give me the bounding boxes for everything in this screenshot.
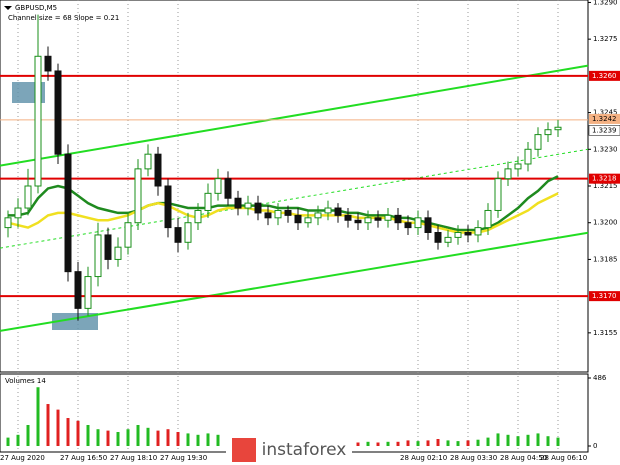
candle-body — [524, 148, 532, 165]
candle-body — [54, 70, 62, 155]
candle-body — [394, 214, 402, 224]
level-label: 1.3170 — [592, 292, 617, 300]
chart-subtitle: Channel size = 68 Slope = 0.21 — [8, 14, 119, 22]
volume-label: Volumes 14 — [5, 377, 46, 385]
candle-body — [84, 276, 92, 309]
candle-body — [74, 271, 82, 309]
candle-body — [364, 217, 372, 224]
y-tick-label: 1.3215 — [593, 182, 618, 190]
candle-body — [204, 192, 212, 211]
x-tick-label: 28 Aug 06:10 — [540, 454, 587, 462]
candle-body — [4, 217, 12, 229]
candle-body — [474, 227, 482, 236]
candle-body — [34, 55, 42, 187]
x-tick-label: 28 Aug 02:10 — [400, 454, 447, 462]
candle-body — [284, 209, 292, 216]
volume-tick-label: 486 — [593, 374, 607, 382]
level-label-bg — [589, 70, 620, 81]
candle-body — [174, 227, 182, 243]
candle-body — [314, 212, 322, 219]
candle-body — [464, 232, 472, 236]
candle-body — [294, 214, 302, 224]
candle-body — [14, 207, 22, 219]
channel-line — [0, 64, 589, 167]
watermark: instaforex — [262, 440, 347, 460]
candle-body — [544, 129, 552, 136]
candle-body — [154, 153, 162, 187]
x-tick-label: 27 Aug 19:30 — [160, 454, 207, 462]
y-tick-label: 1.3245 — [593, 109, 618, 117]
candle-body — [344, 214, 352, 221]
grid — [17, 0, 559, 452]
candle-body — [514, 163, 522, 170]
candle-body — [414, 217, 422, 229]
y-tick-label: 1.3290 — [593, 0, 618, 6]
candle-body — [104, 234, 112, 260]
candle-body — [114, 246, 122, 260]
x-tick-label: 28 Aug 04:50 — [500, 454, 547, 462]
candle-body — [354, 219, 362, 224]
x-tick-label: 27 Aug 16:50 — [60, 454, 107, 462]
y-tick-label: 1.3275 — [593, 35, 618, 43]
volume-tick-label: 0 — [593, 442, 597, 450]
candle-body — [494, 178, 502, 211]
candle-body — [254, 202, 262, 214]
candle-body — [454, 232, 462, 238]
candle-body — [184, 222, 192, 243]
candle-body — [484, 209, 492, 229]
candle-body — [404, 222, 412, 229]
candle-body — [134, 168, 142, 224]
y-tick-label: 1.3155 — [593, 329, 618, 337]
price-label: 1.3239 — [592, 126, 617, 134]
candle-body — [224, 178, 232, 199]
candle-body — [264, 212, 272, 219]
candle-body — [304, 217, 312, 224]
y-tick-label: 1.3185 — [593, 255, 618, 263]
candle-body — [334, 207, 342, 216]
level-label: 1.3260 — [592, 72, 617, 80]
candle-body — [234, 197, 242, 209]
candle-body — [444, 236, 452, 243]
candle-body — [64, 153, 72, 273]
candle-body — [144, 153, 152, 170]
candle-body — [194, 209, 202, 224]
main-panel — [0, 0, 589, 373]
moving-average — [8, 175, 559, 232]
candle-body — [124, 222, 132, 248]
candle-body — [424, 217, 432, 234]
candle-body — [384, 214, 392, 221]
level-label-bg — [589, 173, 620, 184]
price-label-bg — [589, 113, 620, 124]
candle-body — [214, 178, 222, 194]
candle-body — [534, 134, 542, 150]
price-label: 1.3242 — [592, 115, 617, 123]
x-tick-label: 27 Aug 2020 — [0, 454, 45, 462]
y-tick-label: 1.3230 — [593, 145, 618, 153]
candle-body — [324, 207, 332, 214]
candle-body — [94, 234, 102, 278]
x-tick-label: 27 Aug 18:10 — [110, 454, 157, 462]
channel-line — [0, 231, 589, 332]
candle-body — [24, 185, 32, 209]
candle-body — [44, 55, 52, 72]
level-label-bg — [589, 291, 620, 302]
candle-body — [434, 232, 442, 243]
price-label-bg — [588, 125, 620, 136]
watermark-icon — [232, 438, 256, 462]
y-tick-label: 1.3200 — [593, 219, 618, 227]
candle-body — [504, 168, 512, 180]
candle-body — [374, 217, 382, 221]
candle-body — [244, 202, 252, 209]
chart-title: GBPUSD,M5 — [15, 4, 57, 12]
menu-arrow — [4, 6, 12, 10]
candle-body — [274, 209, 282, 219]
level-label: 1.3218 — [592, 175, 617, 183]
x-tick-label: 28 Aug 03:30 — [450, 454, 497, 462]
candle-body — [164, 185, 172, 229]
candle-body — [554, 126, 562, 131]
